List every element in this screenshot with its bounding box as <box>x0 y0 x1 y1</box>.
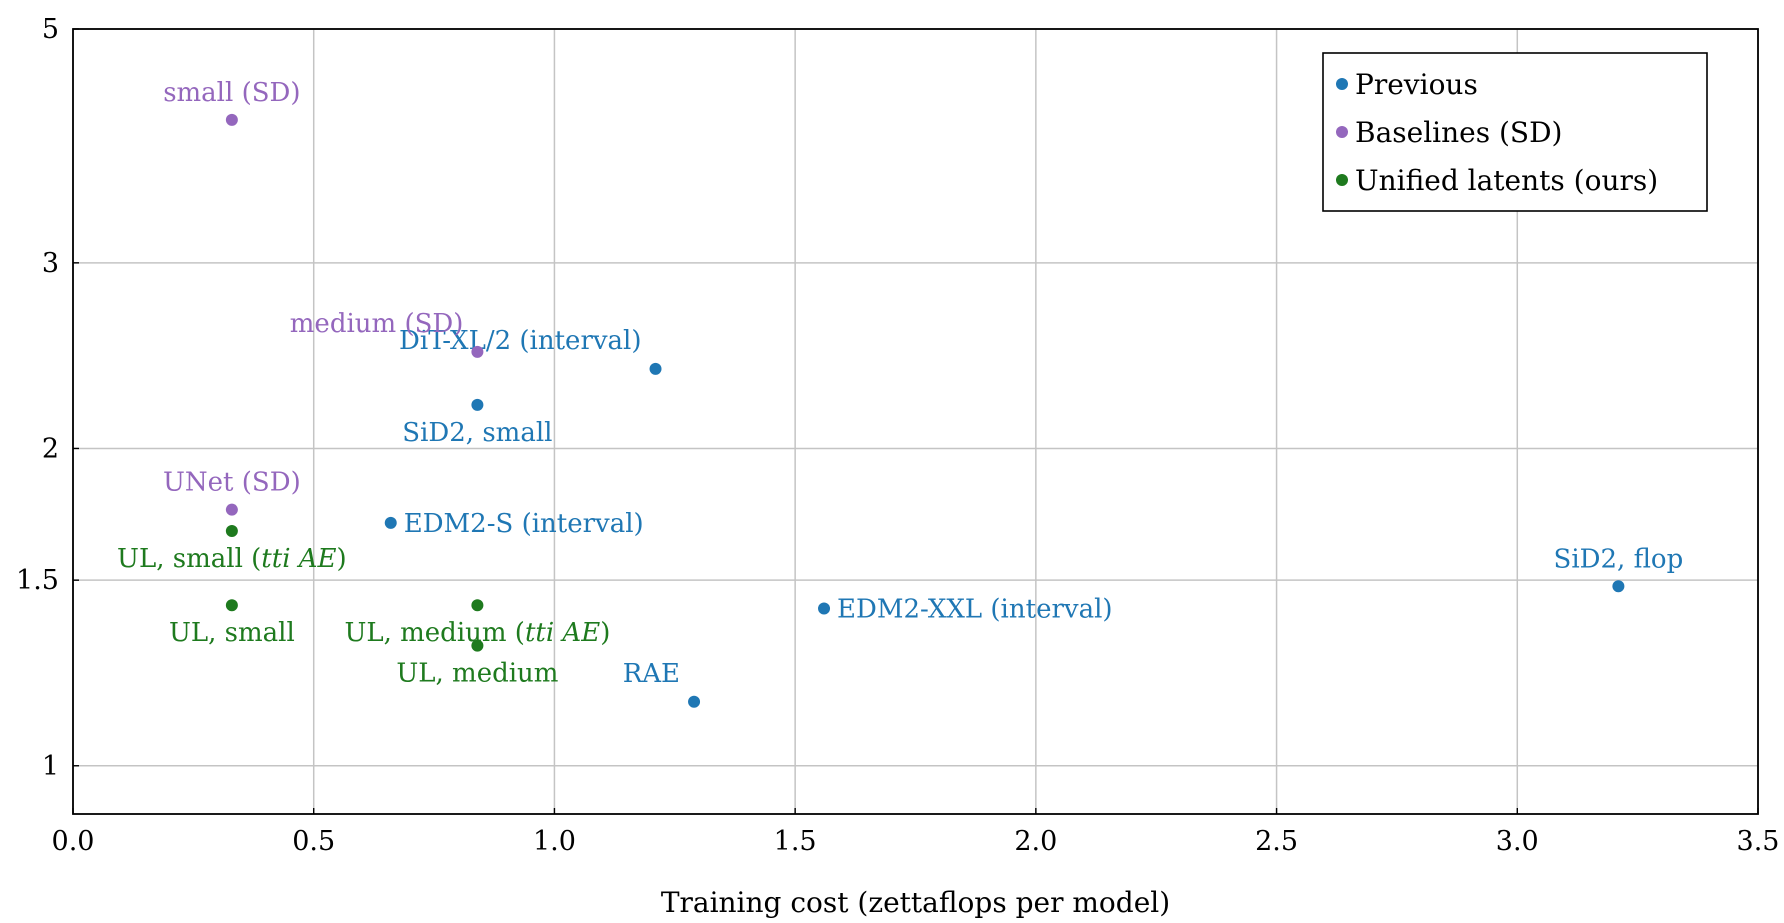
data-label: UNet (SD) <box>163 468 301 498</box>
x-tick-label: 2.5 <box>1255 826 1298 857</box>
legend-label: Previous <box>1355 68 1478 101</box>
x-axis-title: Training cost (zettaflops per model) <box>661 886 1170 919</box>
data-point <box>471 345 484 358</box>
legend-marker <box>1336 78 1348 90</box>
data-point <box>649 362 662 375</box>
legend-marker <box>1336 126 1348 138</box>
y-tick-label: 5 <box>42 14 59 45</box>
data-label: UL, medium <box>396 659 558 689</box>
data-point <box>384 516 397 529</box>
axis-ticks: 0.0 0.5 1.0 1.5 2.0 2.5 3.0 3.5 1 1.5 2 3 5 <box>16 14 1779 857</box>
data-label: SiD2, small <box>402 418 552 448</box>
legend: Previous Baselines (SD) Unified latents (o… <box>1322 52 1708 212</box>
data-label: UL, small (tti AE) <box>117 544 347 574</box>
data-label: EDM2-XXL (interval) <box>837 594 1113 624</box>
y-tick-label: 1.5 <box>16 565 59 596</box>
data-point <box>225 599 238 612</box>
data-label: EDM2-S (interval) <box>404 509 644 539</box>
data-point <box>688 695 701 708</box>
data-point <box>471 398 484 411</box>
x-tick-label: 0.5 <box>292 826 335 857</box>
data-label: RAE <box>623 659 680 689</box>
data-point <box>225 525 238 538</box>
legend-marker <box>1336 174 1348 186</box>
data-point <box>818 602 831 615</box>
legend-label: Baselines (SD) <box>1355 116 1562 149</box>
data-label: DiT-XL/2 (interval) <box>399 326 641 356</box>
legend-box <box>1322 52 1708 212</box>
data-label: UL, small <box>169 618 295 648</box>
x-tick-label: 2.0 <box>1014 826 1057 857</box>
legend-label: Unified latents (ours) <box>1355 164 1658 197</box>
plot-frame <box>72 28 1759 815</box>
data-point <box>471 599 484 612</box>
data-label: SiD2, flop <box>1554 544 1684 574</box>
y-tick-label: 3 <box>42 248 59 279</box>
y-tick-label: 1 <box>42 751 59 782</box>
data-label: medium (SD) <box>290 309 464 339</box>
data-point <box>225 113 238 126</box>
x-tick-label: 3.5 <box>1737 826 1780 857</box>
x-tick-label: 0.0 <box>52 826 95 857</box>
data-label: UL, medium (tti AE) <box>344 618 610 648</box>
data-point <box>471 639 484 652</box>
y-tick-label: 2 <box>42 433 59 464</box>
x-tick-label: 1.0 <box>533 826 576 857</box>
x-tick-label: 3.0 <box>1496 826 1539 857</box>
data-point <box>225 503 238 516</box>
x-tick-label: 1.5 <box>774 826 817 857</box>
data-points: DiT-XL/2 (interval) SiD2, small EDM2-S (in… <box>117 78 1683 708</box>
data-point <box>1612 580 1625 593</box>
data-label: small (SD) <box>163 78 300 108</box>
